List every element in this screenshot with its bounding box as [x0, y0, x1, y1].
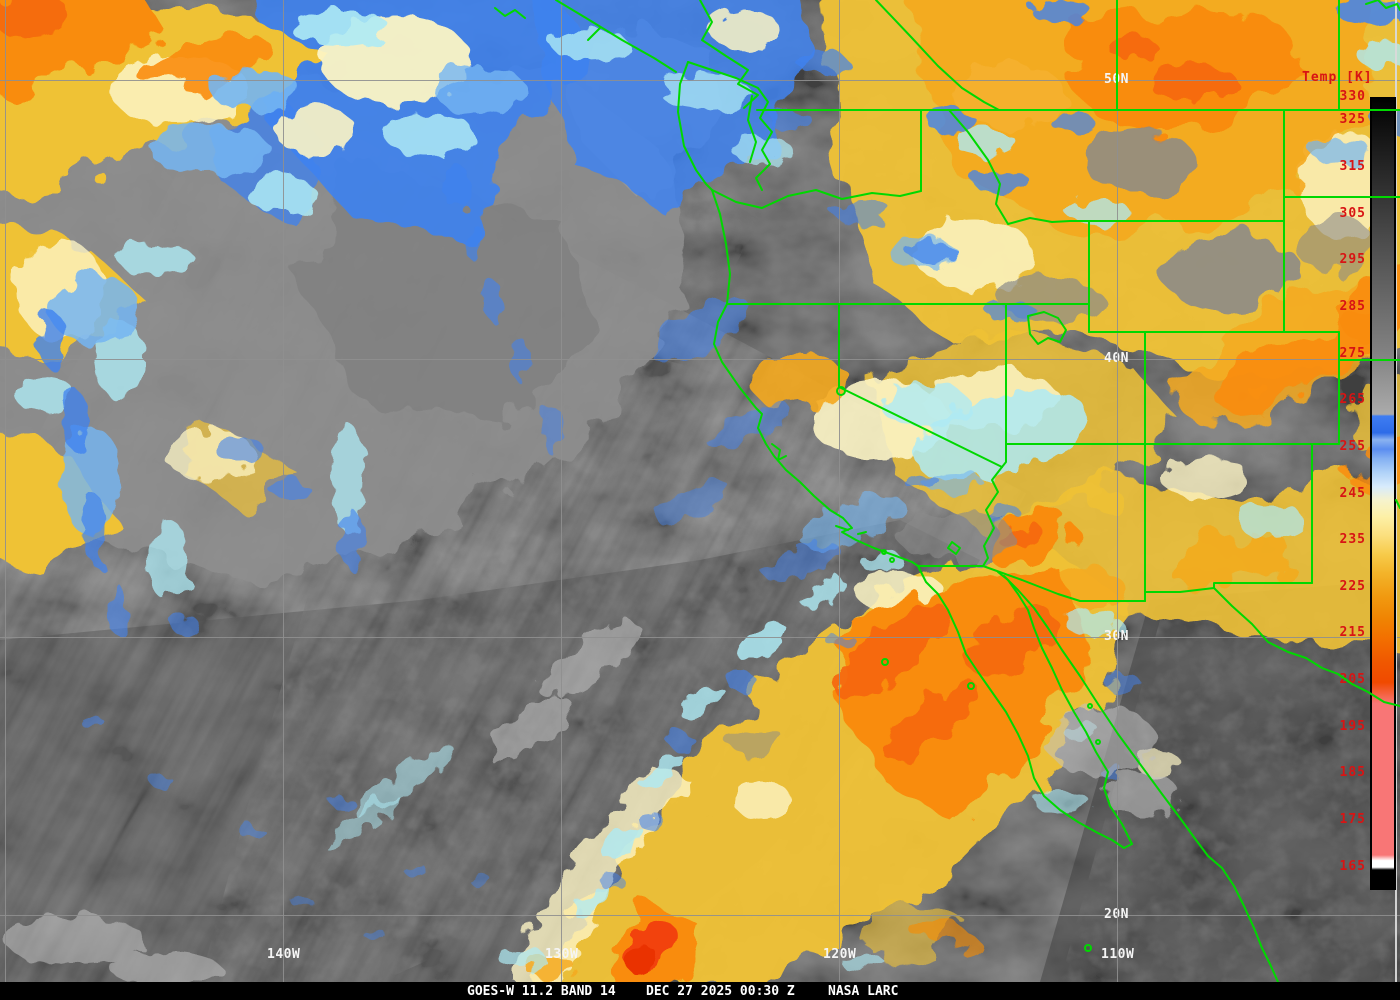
cloud-specks-blue — [38, 0, 1400, 938]
credit-label: NASA LARC — [828, 984, 899, 999]
timestamp-label: DEC 27 2025 00:30 Z — [646, 984, 795, 999]
cloud-blobs-red-core — [624, 922, 676, 971]
cloud-blobs-lightblue — [50, 65, 1372, 549]
product-label: GOES-W 11.2 BAND 14 — [467, 984, 616, 999]
annotation-bar: GOES-W 11.2 BAND 14 DEC 27 2025 00:30 Z … — [0, 982, 1400, 1000]
